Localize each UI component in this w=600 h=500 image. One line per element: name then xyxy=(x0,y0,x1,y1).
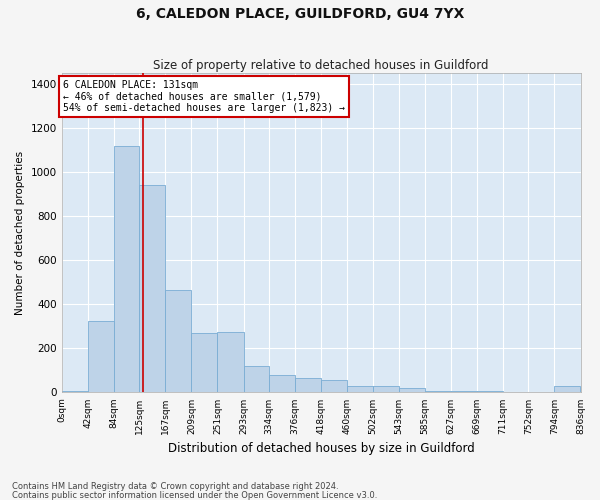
Text: Contains HM Land Registry data © Crown copyright and database right 2024.: Contains HM Land Registry data © Crown c… xyxy=(12,482,338,491)
Text: 6, CALEDON PLACE, GUILDFORD, GU4 7YX: 6, CALEDON PLACE, GUILDFORD, GU4 7YX xyxy=(136,8,464,22)
Bar xyxy=(166,290,191,392)
Y-axis label: Number of detached properties: Number of detached properties xyxy=(15,150,25,315)
Bar xyxy=(114,146,139,392)
Bar xyxy=(373,386,398,392)
Bar xyxy=(321,380,347,392)
Bar xyxy=(139,186,166,392)
Bar xyxy=(347,386,373,392)
Title: Size of property relative to detached houses in Guildford: Size of property relative to detached ho… xyxy=(154,59,489,72)
X-axis label: Distribution of detached houses by size in Guildford: Distribution of detached houses by size … xyxy=(168,442,475,455)
Bar xyxy=(191,333,217,392)
Bar xyxy=(398,388,425,392)
Bar xyxy=(269,375,295,392)
Text: Contains public sector information licensed under the Open Government Licence v3: Contains public sector information licen… xyxy=(12,490,377,500)
Bar xyxy=(295,378,321,392)
Bar xyxy=(244,366,269,392)
Bar xyxy=(554,386,580,392)
Bar xyxy=(88,321,114,392)
Bar xyxy=(217,332,244,392)
Text: 6 CALEDON PLACE: 131sqm
← 46% of detached houses are smaller (1,579)
54% of semi: 6 CALEDON PLACE: 131sqm ← 46% of detache… xyxy=(63,80,345,113)
